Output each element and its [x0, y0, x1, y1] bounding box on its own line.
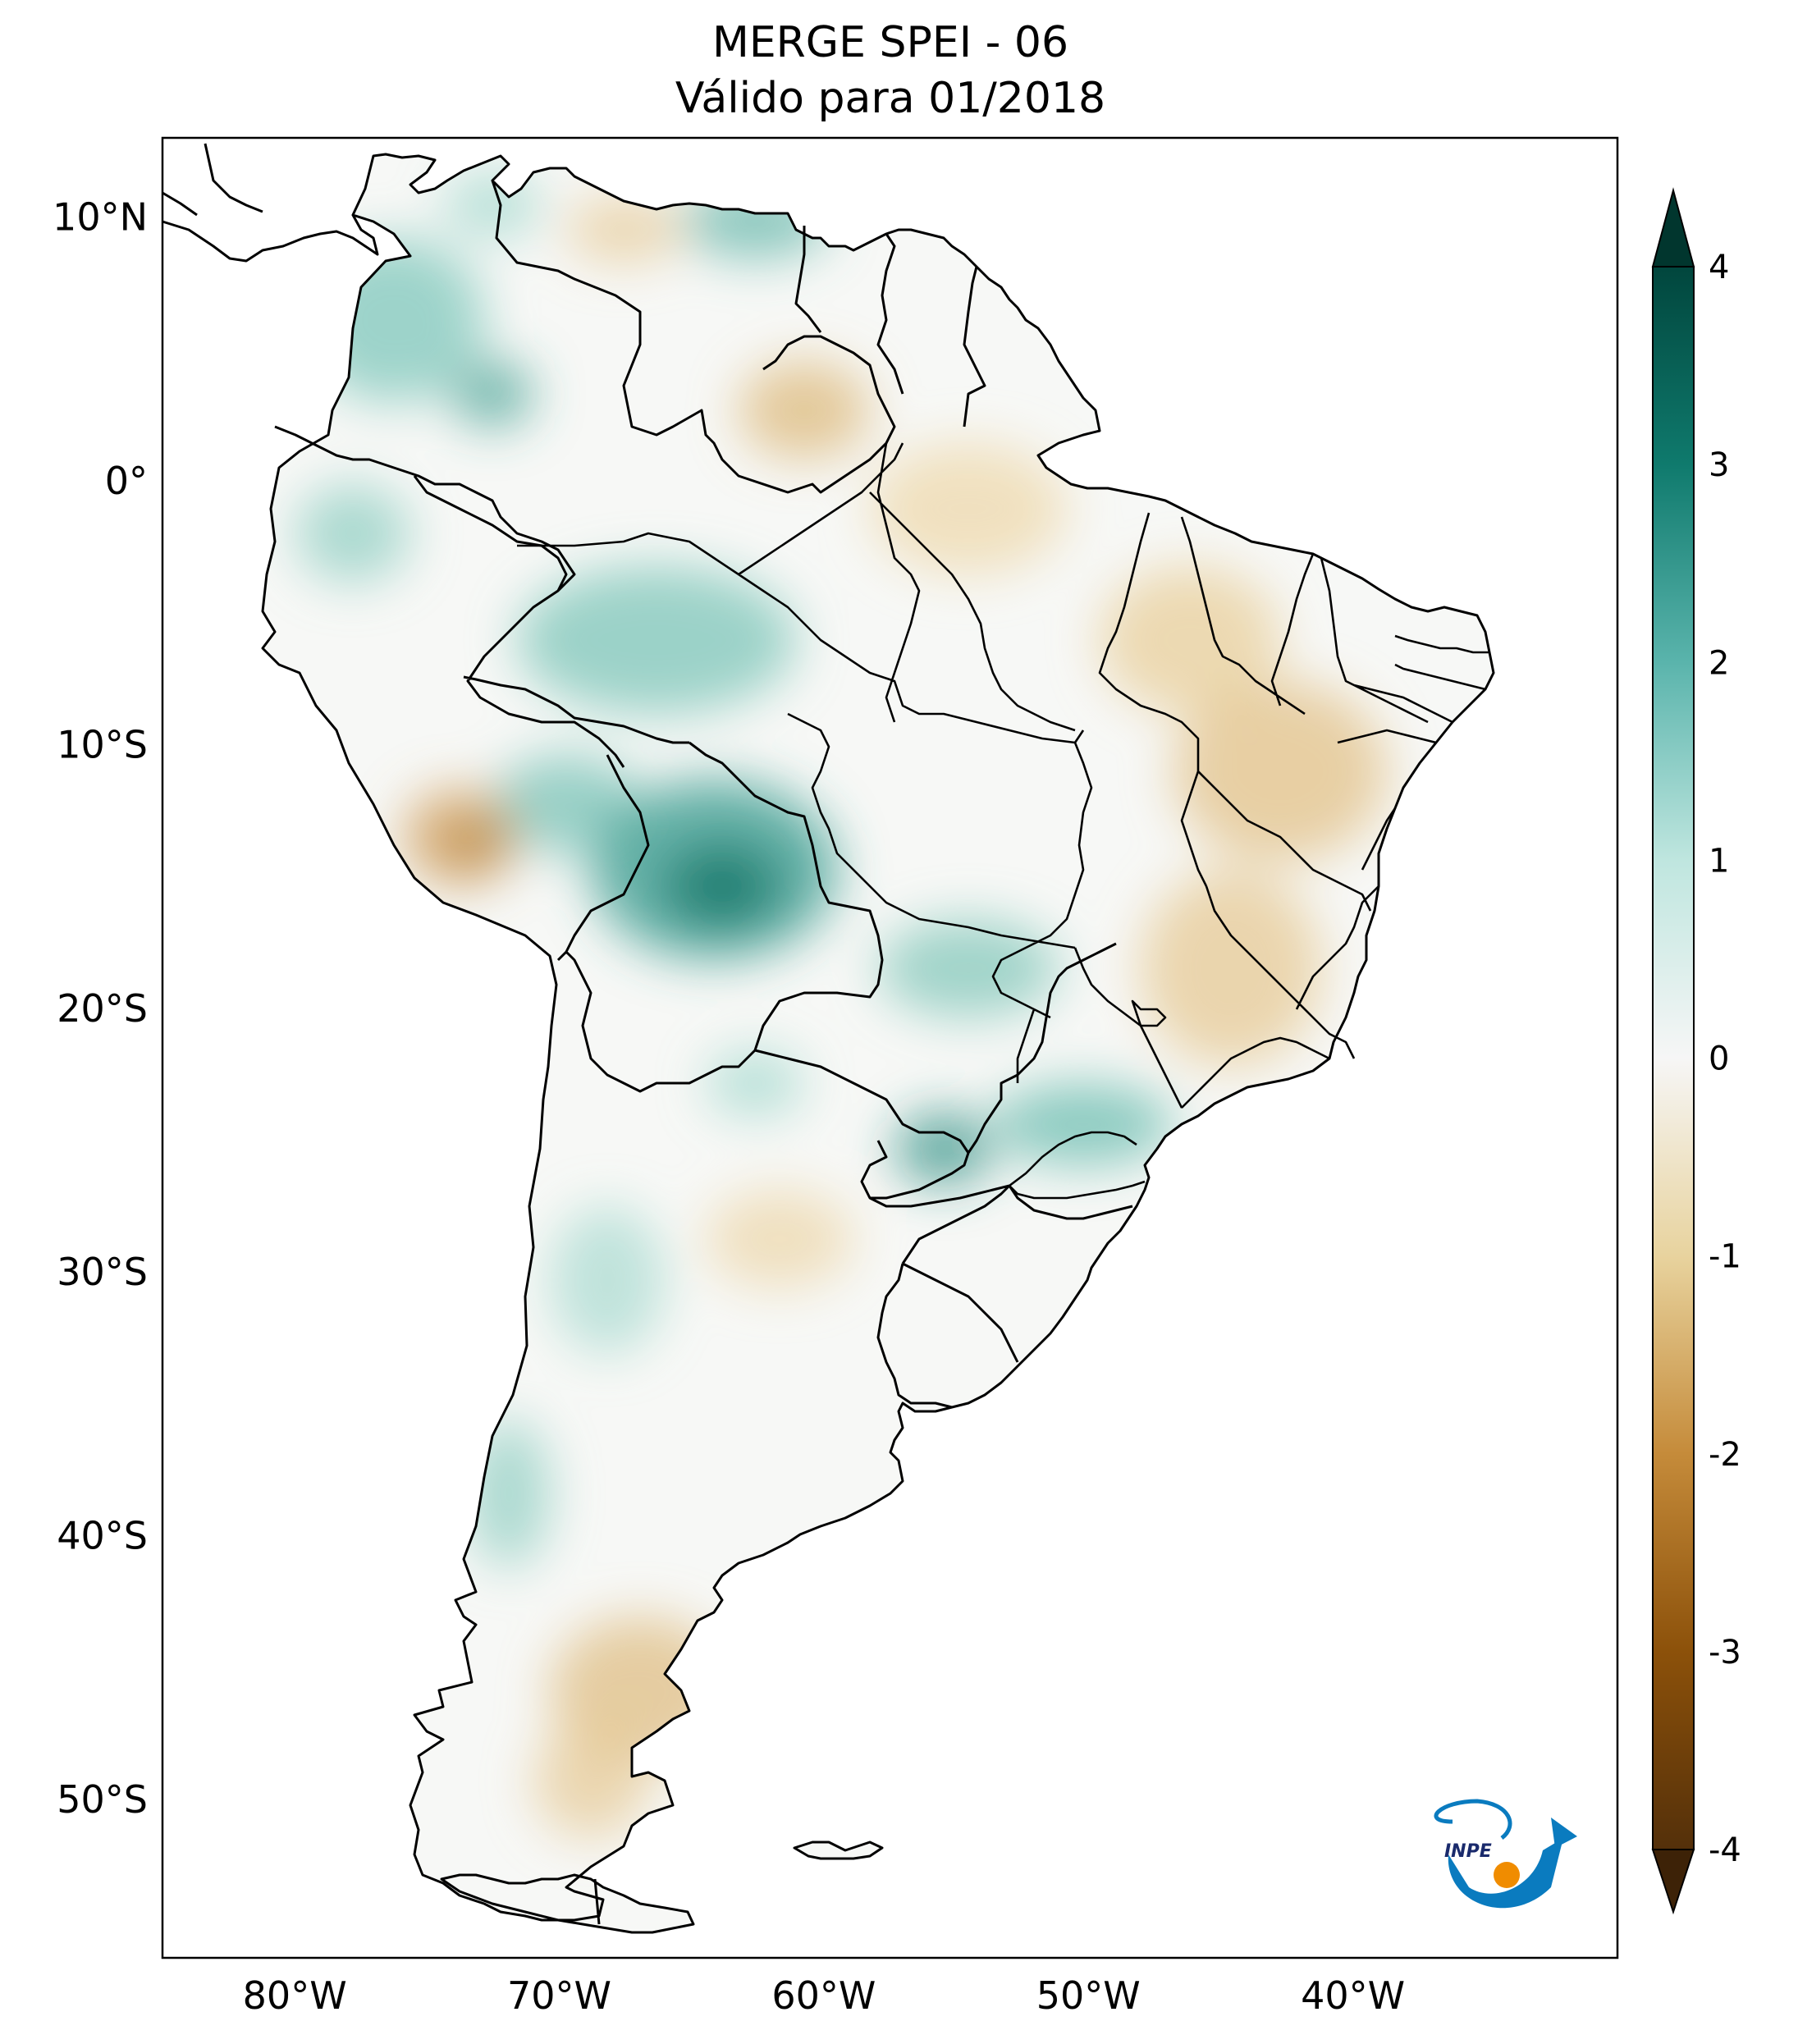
lat-tick: 10°S [57, 722, 148, 766]
logo-orbit [1434, 1799, 1512, 1840]
borders [162, 143, 1495, 1934]
lon-tick: 70°W [507, 1973, 611, 2018]
dry-roraima [739, 361, 870, 460]
dry-argentina-north [706, 1190, 853, 1288]
dry-bahia [1174, 681, 1387, 862]
wet-bolivia-core [665, 845, 780, 927]
wet-peru-bolivia [492, 755, 640, 853]
logo-arrow [1551, 1818, 1577, 1848]
colorbar-bottom-arrow [1651, 1849, 1695, 1915]
logo-swoosh [1448, 1838, 1563, 1909]
logo-text: INPE [1444, 1841, 1492, 1862]
colorbar-tick: 4 [1709, 249, 1729, 286]
inpe-logo: INPE [1434, 1799, 1577, 1909]
chart-title: MERGE SPEI - 06 [711, 18, 1069, 67]
colorbar-tick: -2 [1709, 1436, 1741, 1474]
dry-venezuela [566, 197, 681, 263]
latitude-axis: 10°N 0° 10°S 20°S 30°S 40°S 50°S [53, 194, 148, 1822]
longitude-axis: 80°W 70°W 60°W 50°W 40°W [243, 1973, 1405, 2018]
lon-tick: 60°W [771, 1973, 876, 2018]
colorbar-bar [1652, 266, 1695, 1850]
lon-tick: 80°W [243, 1973, 347, 2018]
wet-mato-grosso-sul [878, 919, 1059, 1017]
colorbar-tick: 0 [1709, 1040, 1729, 1078]
wet-colombia-core [451, 361, 533, 427]
logo-sun [1494, 1862, 1520, 1888]
lat-tick: 40°S [57, 1514, 148, 1558]
lat-tick: 0° [105, 459, 148, 503]
wet-ecuador [295, 484, 410, 583]
lat-tick: 20°S [57, 986, 148, 1031]
falkland-islands [793, 1841, 884, 1860]
dry-piaui [1100, 566, 1280, 714]
dry-peru-core [443, 821, 509, 870]
south-america-coastline [261, 153, 1495, 1922]
colorbar-tick: -4 [1709, 1831, 1741, 1869]
chart-subtitle: Válido para 01/2018 [675, 74, 1106, 123]
lon-tick: 50°W [1036, 1973, 1141, 2018]
colorbar-top-arrow [1651, 187, 1695, 268]
dry-patagonia-south [533, 1723, 648, 1838]
colorbar: 4 3 2 1 0 -1 -2 -3 -4 [1651, 187, 1741, 1915]
lat-tick: 50°S [57, 1777, 148, 1822]
colorbar-ticks: 4 3 2 1 0 -1 -2 -3 -4 [1709, 249, 1741, 1869]
state-borders [517, 442, 1489, 1200]
country-borders [274, 180, 1133, 1409]
tierra-del-fuego [440, 1873, 695, 1934]
colorbar-tick: 3 [1709, 446, 1729, 484]
lon-tick: 40°W [1301, 1973, 1405, 2018]
wet-amazonas [517, 566, 796, 714]
colorbar-tick: -3 [1709, 1634, 1741, 1671]
wet-nw-argentina [550, 1206, 665, 1354]
central-america-coastline [162, 143, 379, 263]
colorbar-tick: 1 [1709, 842, 1729, 880]
dry-para [870, 443, 1067, 574]
wet-paraguay-core [894, 1112, 993, 1186]
lat-tick: 30°S [57, 1250, 148, 1294]
colorbar-tick: 2 [1709, 644, 1729, 682]
lat-tick: 10°N [53, 194, 148, 239]
dry-minas [1141, 870, 1321, 1067]
colorbar-tick: -1 [1709, 1238, 1741, 1276]
wet-parana [993, 1083, 1174, 1165]
